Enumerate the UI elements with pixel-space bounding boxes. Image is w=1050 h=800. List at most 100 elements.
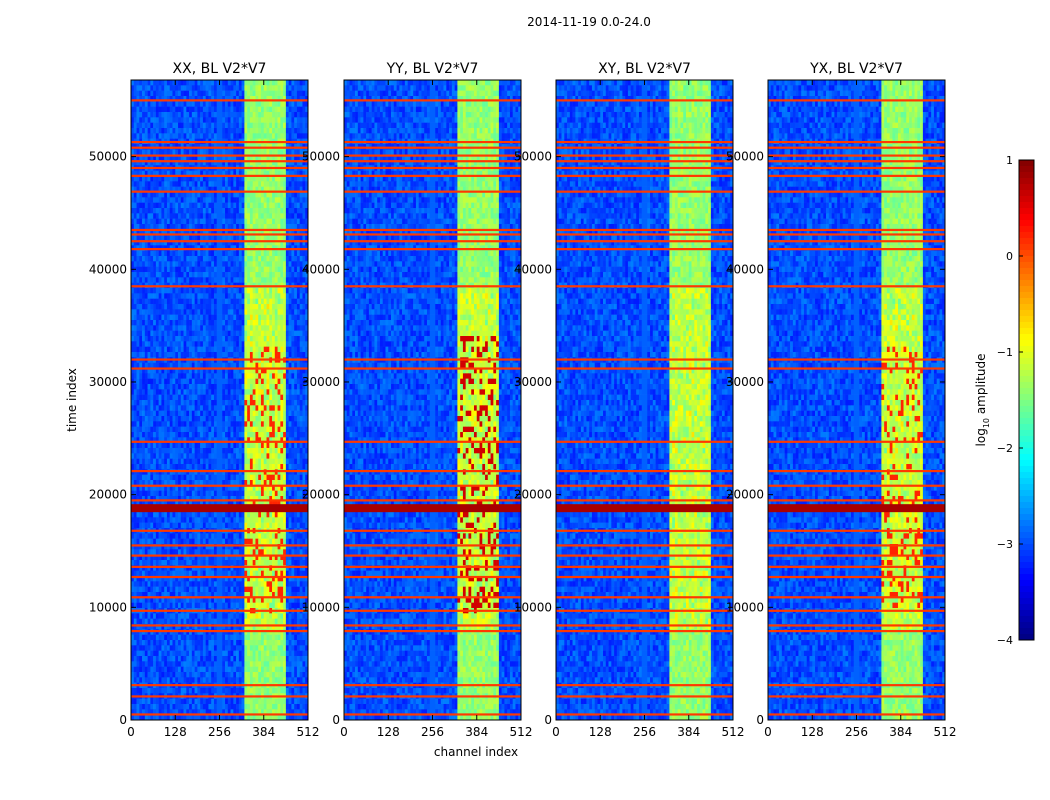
- flagged-row: [344, 484, 521, 487]
- flagged-row: [344, 146, 521, 149]
- heatmap-image: [344, 80, 521, 720]
- flagged-row: [768, 484, 945, 487]
- flagged-row: [768, 367, 945, 370]
- flagged-row: [344, 684, 521, 687]
- flagged-row: [556, 713, 733, 716]
- x-tick-label: 256: [421, 725, 444, 739]
- colorbar-segment: [1019, 562, 1034, 569]
- x-tick-label: 512: [297, 725, 320, 739]
- flagged-row: [768, 565, 945, 568]
- flagged-row: [556, 140, 733, 144]
- x-tick-label: 128: [164, 725, 187, 739]
- flagged-row: [131, 140, 308, 144]
- colorbar-segment: [1019, 190, 1034, 197]
- colorbar-tick-label: −4: [997, 634, 1013, 647]
- colorbar-segment: [1019, 334, 1034, 341]
- colorbar-segment: [1019, 478, 1034, 485]
- flagged-row: [768, 154, 945, 157]
- y-axis-label: time index: [65, 368, 79, 432]
- flagged-row: [768, 695, 945, 698]
- panel-yy: YY, BL V2*V7 0 128 256 384 512 0 10000 20000 3000…: [302, 61, 533, 739]
- flagged-row: [556, 285, 733, 288]
- x-tick-label: 384: [889, 725, 912, 739]
- flagged-row: [131, 554, 308, 557]
- x-tick-label: 256: [633, 725, 656, 739]
- y-tick-label: 40000: [302, 262, 340, 276]
- heatmap-image: [131, 80, 308, 720]
- colorbar-segment: [1019, 298, 1034, 305]
- flagged-row: [556, 596, 733, 599]
- flagged-row: [344, 154, 521, 157]
- flagged-row: [344, 160, 521, 163]
- flagged-row: [556, 240, 733, 243]
- colorbar-segment: [1019, 556, 1034, 563]
- colorbar-segment: [1019, 160, 1034, 167]
- y-tick-label: 30000: [726, 375, 764, 389]
- panel-title: YX, BL V2*V7: [809, 61, 903, 77]
- flagged-row: [768, 146, 945, 149]
- flagged-row: [556, 529, 733, 532]
- panel-xx: XX, BL V2*V7 0 128 256 384 512 0 10000 20000 3000…: [89, 61, 320, 739]
- y-tick-label: 20000: [726, 488, 764, 502]
- flagged-row: [131, 99, 308, 102]
- flagged-row: [556, 358, 733, 361]
- flagged-row: [556, 609, 733, 612]
- flagged-row: [344, 233, 521, 236]
- flagged-row: [556, 367, 733, 370]
- flagged-row: [556, 228, 733, 232]
- flagged-row: [344, 544, 521, 547]
- colorbar-segment: [1019, 196, 1034, 203]
- flagged-row: [344, 713, 521, 716]
- colorbar-segment: [1019, 574, 1034, 581]
- flagged-row: [556, 174, 733, 177]
- flagged-row: [768, 596, 945, 599]
- flagged-row: [131, 240, 308, 243]
- y-tick-label: 10000: [302, 600, 340, 614]
- flagged-row: [556, 695, 733, 698]
- flagged-row: [344, 228, 521, 232]
- x-tick-label: 512: [722, 725, 745, 739]
- colorbar-segment: [1019, 286, 1034, 293]
- colorbar-segment: [1019, 502, 1034, 509]
- colorbar-segment: [1019, 454, 1034, 461]
- flagged-row: [344, 529, 521, 532]
- flagged-row: [131, 684, 308, 687]
- heatmap-image: [768, 80, 945, 720]
- colorbar-segment: [1019, 208, 1034, 215]
- flagged-row: [768, 228, 945, 232]
- x-tick-label: 128: [377, 725, 400, 739]
- flagged-row: [768, 285, 945, 288]
- colorbar-tick-label: 1: [1006, 154, 1013, 167]
- colorbar-segment: [1019, 328, 1034, 335]
- colorbar-segment: [1019, 532, 1034, 539]
- x-tick-label: 128: [801, 725, 824, 739]
- colorbar-segment: [1019, 520, 1034, 527]
- colorbar-segment: [1019, 412, 1034, 419]
- colorbar-segment: [1019, 232, 1034, 239]
- flagged-row: [556, 624, 733, 627]
- y-tick-label: 10000: [514, 600, 552, 614]
- colorbar-segment: [1019, 460, 1034, 467]
- x-tick-label: 256: [845, 725, 868, 739]
- flagged-row: [556, 554, 733, 557]
- y-tick-label: 0: [332, 713, 340, 727]
- colorbar-segment: [1019, 310, 1034, 317]
- x-tick-label: 256: [208, 725, 231, 739]
- colorbar-tick-label: 0: [1006, 250, 1013, 263]
- flagged-row: [344, 469, 521, 473]
- colorbar-segment: [1019, 346, 1034, 353]
- colorbar-segment: [1019, 304, 1034, 311]
- colorbar-segment: [1019, 238, 1034, 245]
- flagged-row: [768, 684, 945, 687]
- colorbar-segment: [1019, 340, 1034, 347]
- flagged-row: [344, 248, 521, 251]
- flagged-row: [768, 713, 945, 716]
- colorbar-segment: [1019, 214, 1034, 221]
- flagged-row: [556, 565, 733, 568]
- colorbar-segment: [1019, 550, 1034, 557]
- flagged-row: [131, 695, 308, 698]
- flagged-row: [556, 484, 733, 487]
- flagged-row: [131, 565, 308, 568]
- colorbar-segment: [1019, 436, 1034, 443]
